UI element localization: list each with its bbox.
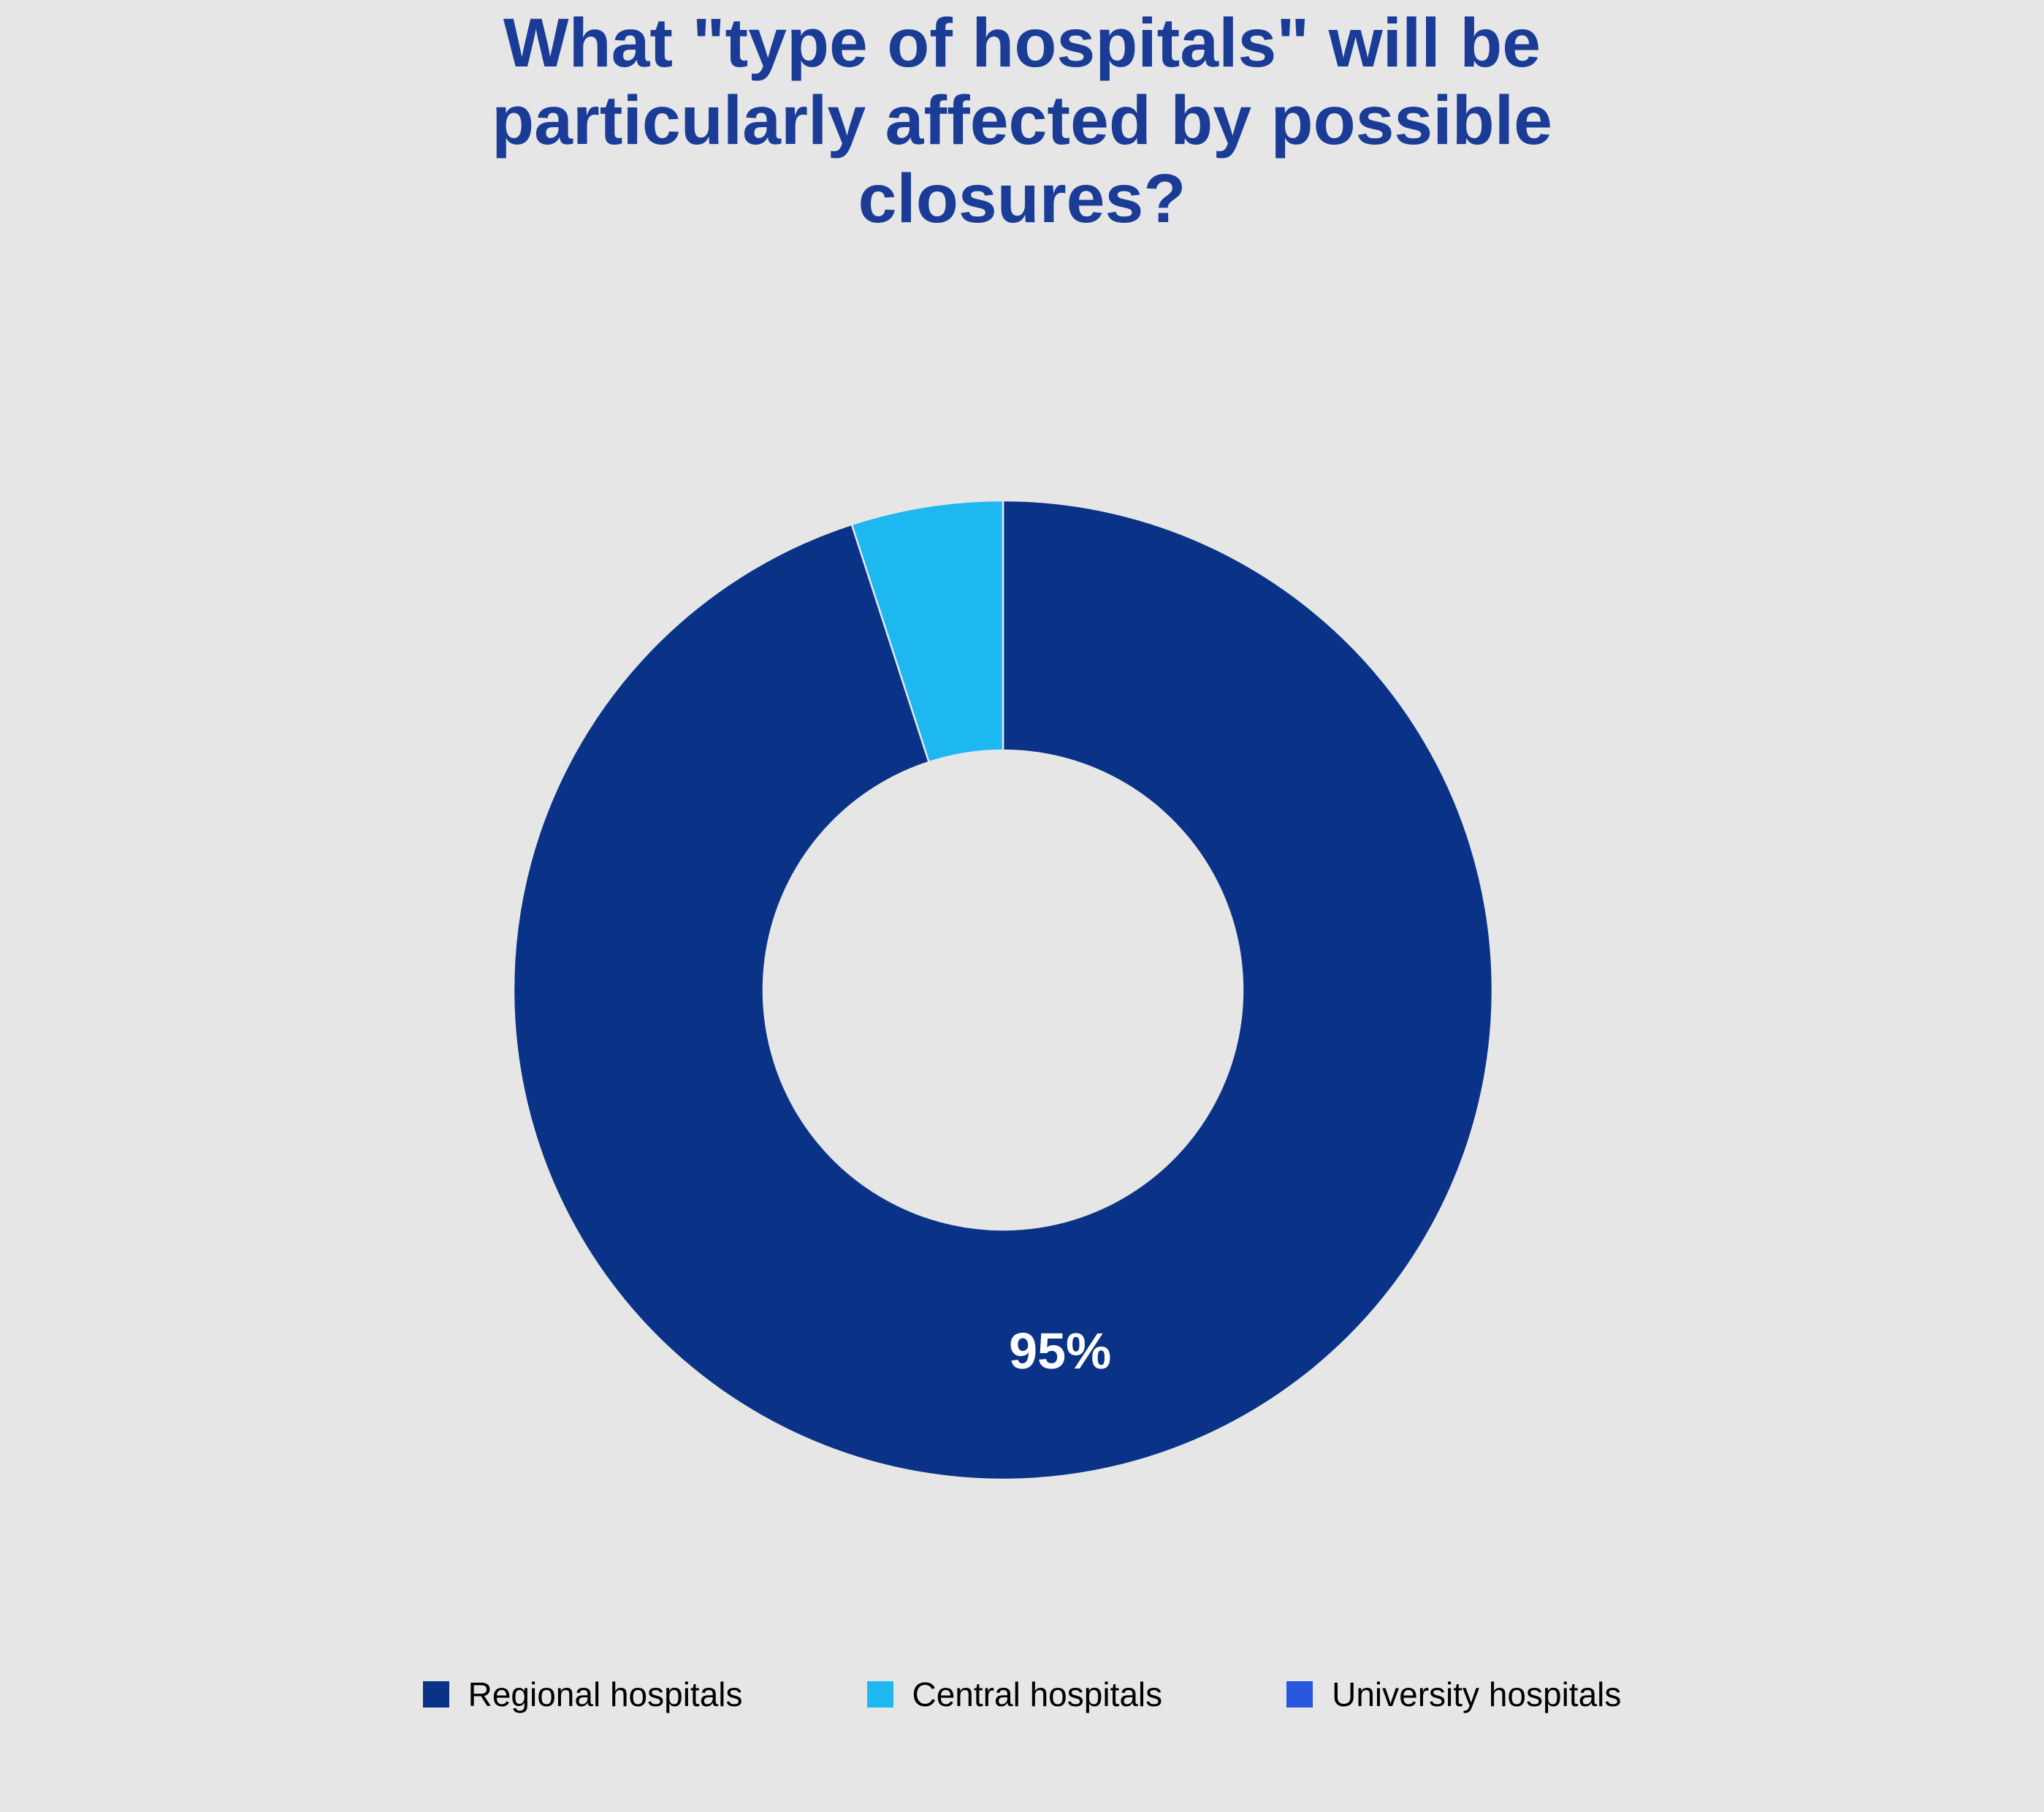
slice-value-label: 95% bbox=[1009, 1322, 1111, 1379]
legend-item-central-hospitals: Central hospitals bbox=[866, 1675, 1163, 1714]
pie-slice-central-hospitals bbox=[850, 499, 1004, 764]
legend-swatch-icon bbox=[866, 1681, 893, 1708]
legend-swatch-icon bbox=[1286, 1681, 1313, 1708]
pie-slice-regional-hospitals bbox=[512, 499, 1494, 1481]
donut-chart-svg: 95% bbox=[512, 499, 1494, 1481]
legend-label: Central hospitals bbox=[912, 1675, 1163, 1713]
legend-label: Regional hospitals bbox=[468, 1675, 743, 1713]
legend-item-university-hospitals: University hospitals bbox=[1286, 1675, 1621, 1714]
chart-title: What "type of hospitals" will be particu… bbox=[492, 4, 1552, 237]
legend-label: University hospitals bbox=[1332, 1675, 1622, 1713]
donut-chart: 95% bbox=[492, 479, 1514, 1501]
legend: Regional hospitals Central hospitals Unive… bbox=[0, 1675, 2044, 1714]
legend-item-regional-hospitals: Regional hospitals bbox=[422, 1675, 743, 1714]
legend-swatch-icon bbox=[422, 1681, 449, 1708]
